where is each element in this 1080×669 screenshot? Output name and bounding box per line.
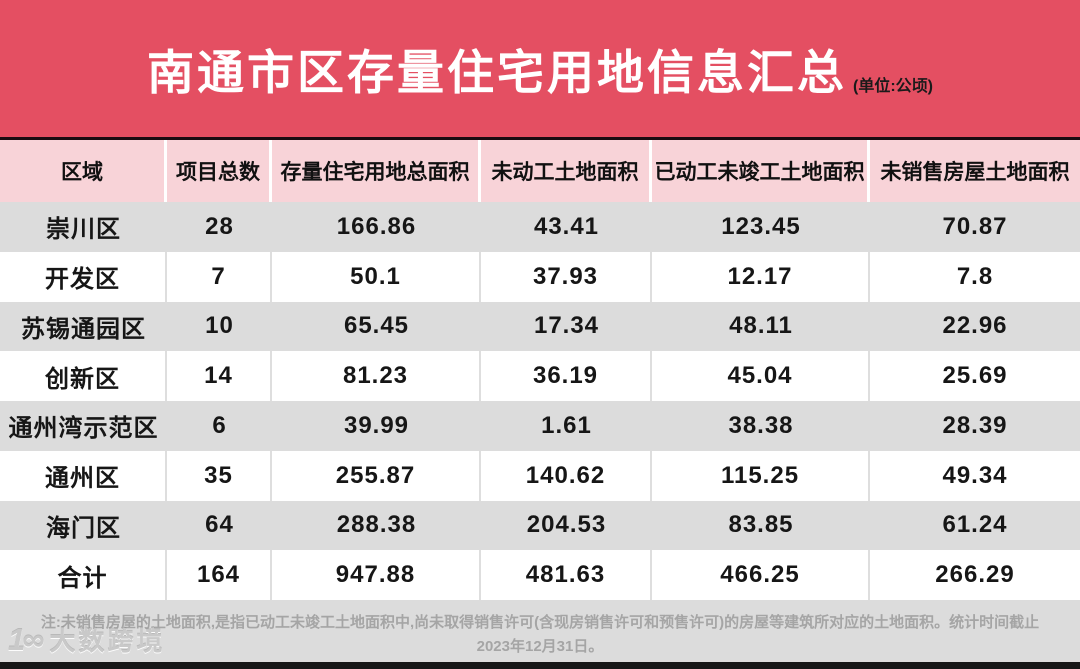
table-row: 崇川区 28 166.86 43.41 123.45 70.87	[0, 202, 1080, 252]
cell-started-unfinished-area: 123.45	[721, 212, 801, 240]
brand-logo-icon: 1∞	[8, 621, 44, 657]
cell-unsold-area: 25.69	[942, 362, 1008, 390]
column-header-unsold-area: 未销售房屋土地面积	[880, 161, 1070, 184]
table-body: 崇川区 28 166.86 43.41 123.45 70.87 开发区 7 5…	[0, 202, 1080, 600]
cell-total-area: 39.99	[343, 411, 410, 439]
table-row: 创新区 14 81.23 36.19 45.04 25.69	[0, 351, 1080, 401]
cell-unsold-area: 61.24	[942, 511, 1008, 539]
cell-project-count: 14	[167, 351, 272, 401]
cell-unsold-area: 70.87	[942, 212, 1008, 240]
table-row: 开发区 7 50.1 37.93 12.17 7.8	[0, 251, 1080, 302]
column-header-started-unfinished-area: 已动工未竣工土地面积	[652, 140, 870, 202]
bottom-bar	[0, 662, 1080, 669]
cell-unsold-area: 7.8	[956, 262, 994, 290]
cell-not-started-area: 481.63	[481, 550, 652, 600]
cell-unsold-area: 266.29	[935, 561, 1015, 589]
cell-project-count: 64	[205, 511, 234, 539]
cell-unsold-area: 28.39	[942, 411, 1008, 439]
column-header-total-area: 存量住宅用地总面积	[272, 140, 481, 202]
table-row: 苏锡通园区 10 65.45 17.34 48.11 22.96	[0, 301, 1080, 352]
column-header-not-started-area: 未动工土地面积	[481, 140, 652, 202]
cell-total-area: 65.45	[343, 312, 410, 340]
table-header-row: 区域 项目总数 存量住宅用地总面积 未动工土地面积 已动工未竣工土地面积 未销售…	[0, 140, 1080, 202]
cell-region: 海门区	[46, 514, 121, 542]
brand-logo-text: 大数跨境	[49, 626, 166, 656]
cell-unsold-area: 49.34	[942, 461, 1008, 489]
title-divider	[0, 137, 1080, 140]
column-header-project-count: 项目总数	[167, 140, 272, 202]
cell-project-count: 28	[205, 212, 234, 240]
cell-region: 开发区	[0, 251, 167, 302]
table-row: 海门区 64 288.38 204.53 83.85 61.24	[0, 500, 1080, 551]
cell-region: 通州区	[0, 450, 167, 501]
cell-not-started-area: 43.41	[533, 212, 600, 240]
cell-not-started-area: 204.53	[526, 511, 607, 539]
cell-total-area: 166.86	[336, 212, 417, 240]
cell-not-started-area: 140.62	[481, 450, 652, 501]
footnote-line2: 2023年12月31日。	[476, 638, 604, 655]
cell-project-count: 164	[167, 550, 272, 600]
table-row-total: 合计 164 947.88 481.63 466.25 266.29	[0, 550, 1080, 600]
footnote-bar: 注:未销售房屋的土地面积,是指已动工未竣工土地面积中,尚未取得销售许可(含现房销…	[0, 600, 1080, 662]
cell-project-count: 6	[212, 411, 227, 439]
cell-total-area: 947.88	[272, 550, 481, 600]
cell-started-unfinished-area: 38.38	[728, 411, 794, 439]
cell-started-unfinished-area: 466.25	[652, 550, 870, 600]
cell-not-started-area: 37.93	[481, 251, 652, 302]
cell-unsold-area: 22.96	[942, 312, 1008, 340]
cell-started-unfinished-area: 48.11	[729, 312, 793, 340]
cell-project-count: 7	[167, 251, 272, 302]
unit-note: (单位:公顷)	[853, 77, 933, 95]
cell-total-area: 288.38	[336, 511, 417, 539]
cell-region: 合计	[0, 550, 167, 600]
cell-started-unfinished-area: 12.17	[652, 251, 870, 302]
page-title: 南通市区存量住宅用地信息汇总	[147, 46, 847, 99]
cell-not-started-area: 36.19	[481, 351, 652, 401]
cell-started-unfinished-area: 83.85	[728, 511, 794, 539]
cell-project-count: 10	[205, 312, 234, 340]
cell-total-area: 50.1	[272, 251, 481, 302]
cell-region: 苏锡通园区	[21, 315, 146, 343]
cell-not-started-area: 1.61	[541, 411, 592, 439]
table-row: 通州湾示范区 6 39.99 1.61 38.38 28.39	[0, 401, 1080, 451]
cell-started-unfinished-area: 45.04	[652, 351, 870, 401]
column-header-region: 区域	[0, 140, 167, 202]
brand-logo: 1∞ 大数跨境	[8, 621, 165, 658]
cell-total-area: 81.23	[272, 351, 481, 401]
cell-not-started-area: 17.34	[533, 312, 600, 340]
title-bar: 南通市区存量住宅用地信息汇总 (单位:公顷)	[0, 0, 1080, 137]
table-row: 通州区 35 255.87 140.62 115.25 49.34	[0, 450, 1080, 501]
cell-region: 崇川区	[46, 216, 121, 244]
cell-region: 创新区	[0, 351, 167, 401]
cell-region: 通州湾示范区	[8, 415, 159, 443]
cell-total-area: 255.87	[272, 450, 481, 501]
footnote-line1: 注:未销售房屋的土地面积,是指已动工未竣工土地面积中,尚未取得销售许可(含现房销…	[40, 614, 1040, 631]
cell-started-unfinished-area: 115.25	[652, 450, 870, 501]
cell-project-count: 35	[167, 450, 272, 501]
